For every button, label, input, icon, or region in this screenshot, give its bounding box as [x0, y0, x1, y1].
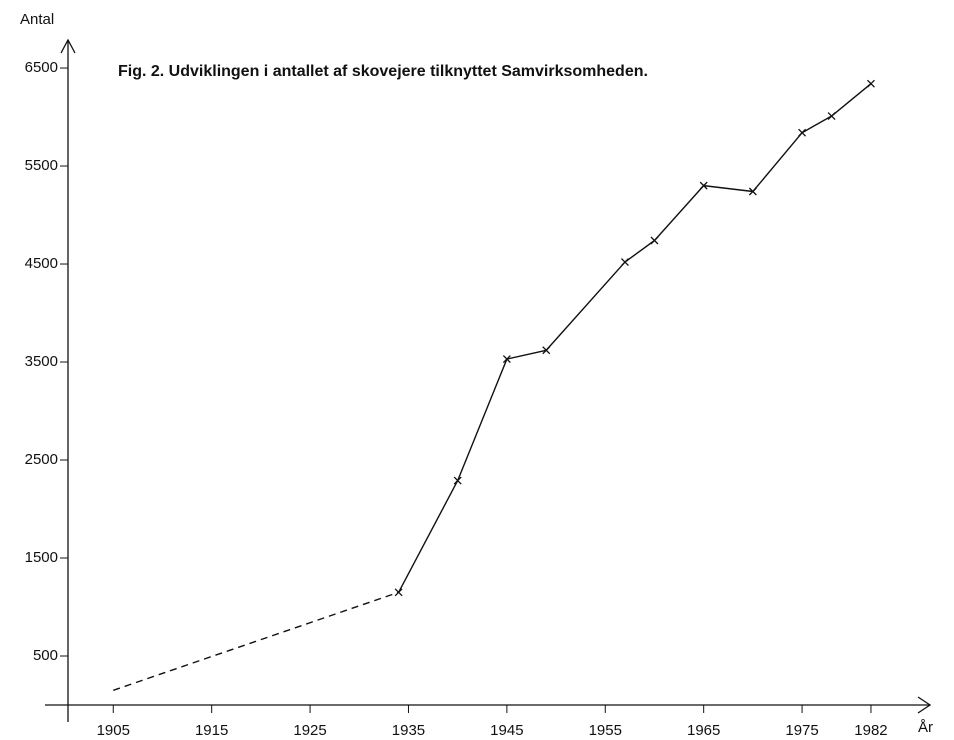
line-segment — [653, 185, 705, 241]
point-marker — [866, 79, 875, 88]
line-segment — [398, 480, 459, 593]
point-marker — [748, 187, 757, 196]
line-segment — [506, 349, 547, 360]
y-tick-label: 500 — [33, 647, 58, 664]
y-axis-label: Antal — [20, 11, 54, 28]
point-marker — [542, 346, 551, 355]
line-segment — [624, 239, 655, 263]
line-segment — [801, 115, 832, 134]
line-segment — [831, 83, 872, 117]
x-tick-label: 1935 — [392, 722, 425, 739]
point-marker — [798, 128, 807, 137]
line-segment — [545, 261, 626, 351]
x-tick-label: 1945 — [490, 722, 523, 739]
chart-title: Fig. 2. Udviklingen i antallet af skovej… — [118, 63, 648, 80]
point-marker — [502, 355, 511, 364]
line-segment — [703, 184, 753, 193]
y-axis-arrow — [60, 38, 76, 54]
y-tick-label: 1500 — [25, 549, 58, 566]
y-tick-label: 4500 — [25, 255, 58, 272]
point-marker — [453, 476, 462, 485]
line-segment — [752, 132, 803, 192]
x-tick-label: 1982 — [854, 722, 887, 739]
x-tick-label: 1955 — [589, 722, 622, 739]
line-segment — [457, 358, 508, 481]
point-marker — [394, 588, 403, 597]
x-axis-arrow — [917, 696, 932, 714]
y-tick-label: 3500 — [25, 353, 58, 370]
x-tick-label: 1975 — [785, 722, 818, 739]
x-tick-label: 1965 — [687, 722, 720, 739]
x-tick-label: 1915 — [195, 722, 228, 739]
line-segment-dashed — [113, 591, 399, 691]
x-tick-label: 1905 — [97, 722, 130, 739]
x-tick-label: 1925 — [293, 722, 326, 739]
x-axis-label: År — [918, 719, 933, 736]
y-tick-label: 5500 — [25, 157, 58, 174]
y-tick-label: 2500 — [25, 451, 58, 468]
point-marker — [620, 258, 629, 267]
y-tick-label: 6500 — [25, 59, 58, 76]
point-marker — [699, 181, 708, 190]
point-marker — [650, 236, 659, 245]
point-marker — [827, 112, 836, 121]
